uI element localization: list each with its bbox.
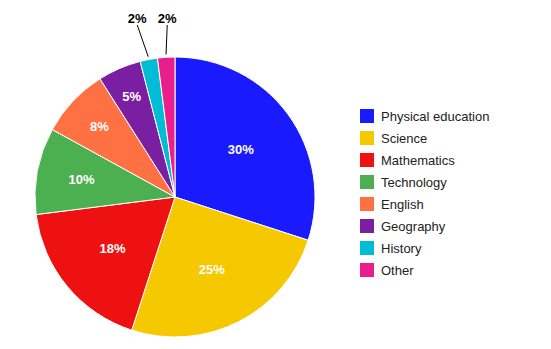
data-label: 18% <box>99 241 125 256</box>
legend-item: Physical education <box>360 109 489 124</box>
legend-item: Science <box>360 131 427 146</box>
legend: Physical education Science Mathematics Tech… <box>360 109 489 278</box>
legend-item: Mathematics <box>360 153 455 168</box>
data-labels: 30% 25% 18% 10% 8% 5% 2% 2% <box>68 11 254 277</box>
data-label: 5% <box>122 89 141 104</box>
legend-swatch <box>360 153 374 167</box>
legend-label: Physical education <box>381 109 489 124</box>
data-label: 2% <box>158 11 177 26</box>
legend-label: Other <box>381 263 414 278</box>
legend-item: History <box>360 241 422 256</box>
legend-item: English <box>360 197 424 212</box>
pie <box>35 57 315 337</box>
legend-swatch <box>360 109 374 123</box>
data-label: 10% <box>68 172 94 187</box>
data-label: 2% <box>128 11 147 26</box>
legend-item: Geography <box>360 219 446 234</box>
legend-label: Technology <box>381 175 447 190</box>
legend-label: English <box>381 197 424 212</box>
legend-swatch <box>360 175 374 189</box>
data-label: 25% <box>199 262 225 277</box>
data-label: 30% <box>228 142 254 157</box>
legend-swatch <box>360 131 374 145</box>
leader-line <box>137 25 148 57</box>
legend-item: Technology <box>360 175 447 190</box>
legend-swatch <box>360 263 374 277</box>
legend-swatch <box>360 197 374 211</box>
data-label: 8% <box>90 119 109 134</box>
legend-label: Science <box>381 131 427 146</box>
legend-item: Other <box>360 263 414 278</box>
chart: 30% 25% 18% 10% 8% 5% 2% 2% Physical education Sc… <box>0 0 551 349</box>
legend-label: Geography <box>381 219 446 234</box>
legend-label: Mathematics <box>381 153 455 168</box>
leader-line <box>166 25 167 54</box>
legend-label: History <box>381 241 422 256</box>
pie-slice <box>157 57 175 197</box>
legend-swatch <box>360 241 374 255</box>
pie-slice <box>36 197 175 330</box>
legend-swatch <box>360 219 374 233</box>
